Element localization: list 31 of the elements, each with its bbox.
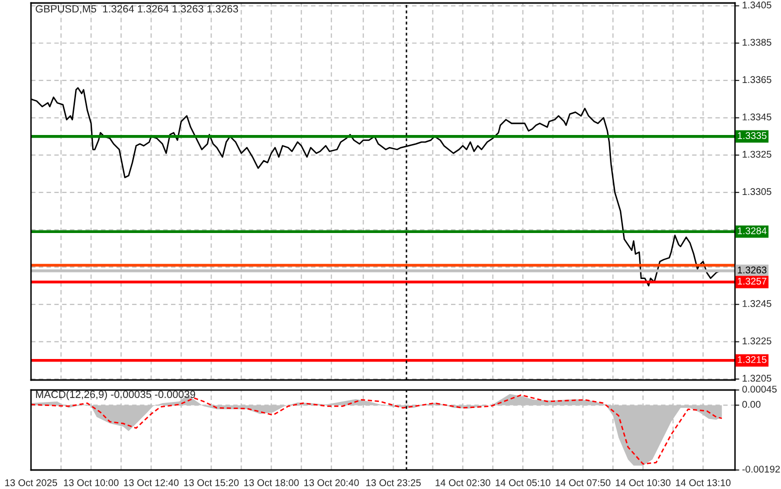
y-tick-label: 1.3385: [742, 38, 772, 46]
y-tick-label: 1.3345: [742, 114, 772, 120]
x-tick-label: 13 Oct 2025: [5, 479, 58, 486]
ref-line-label: 1.3215: [738, 356, 766, 364]
x-tick-label: 13 Oct 12:40: [124, 479, 179, 486]
y-tick-label: 1.3365: [742, 76, 772, 84]
ref-line-label: 1.3263: [738, 266, 766, 274]
x-tick-label: 14 Oct 07:50: [556, 479, 610, 486]
x-tick-label: 14 Oct 02:30: [436, 479, 490, 486]
ref-line-label: 1.3284: [738, 227, 767, 234]
y-tick-label: 1.3325: [742, 150, 772, 158]
y-tick-label: 1.3205: [742, 374, 772, 382]
y-tick-label: -0.00192: [742, 466, 780, 473]
x-tick-label: 14 Oct 05:10: [496, 479, 550, 486]
x-tick-label: 13 Oct 15:20: [184, 479, 239, 486]
x-tick-label: 13 Oct 20:40: [304, 479, 359, 486]
chart-title: MACD(12,26,9) -0.00035 -0.00039: [36, 390, 196, 400]
ref-line-label: 1.3257: [738, 278, 766, 285]
y-tick-label: 1.3225: [742, 337, 772, 344]
y-tick-label: 0.00: [742, 400, 760, 408]
x-tick-label: 13 Oct 18:00: [244, 479, 299, 486]
y-tick-label: 1.3305: [742, 188, 772, 196]
y-tick-label: 1.3405: [742, 2, 772, 8]
x-tick-label: 14 Oct 10:30: [616, 479, 670, 486]
ref-line-label: 1.3335: [738, 132, 766, 140]
y-tick-label: 1.3245: [742, 300, 772, 308]
x-tick-label: 14 Oct 13:10: [676, 479, 731, 486]
y-tick-label: 0.00045: [742, 386, 777, 393]
x-tick-label: 13 Oct 23:25: [366, 479, 421, 486]
chart-title: GBPUSD,M5 1.3264 1.3264 1.3263 1.3263: [36, 5, 238, 14]
x-tick-label: 13 Oct 10:00: [64, 479, 119, 486]
